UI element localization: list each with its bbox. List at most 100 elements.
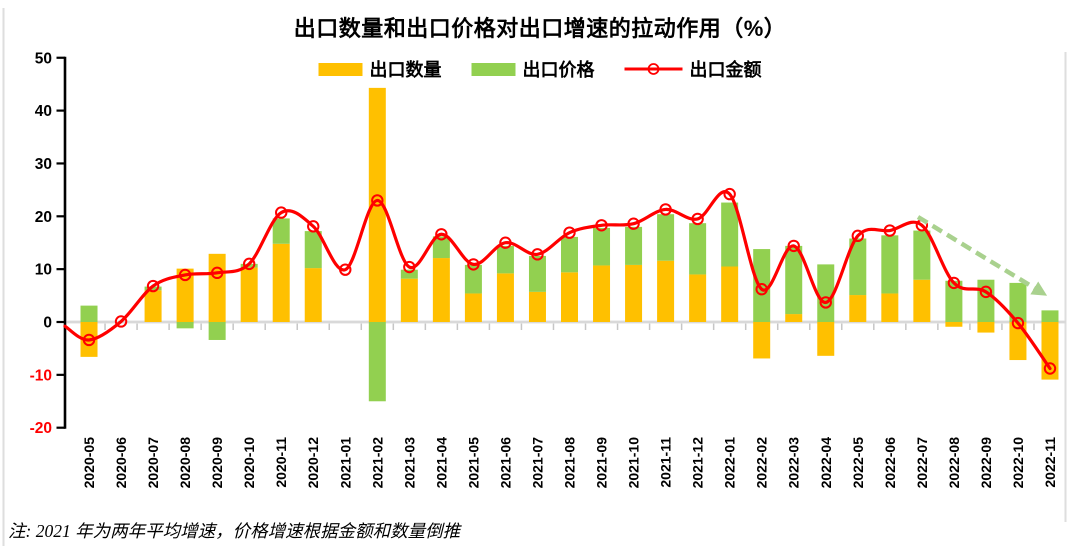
- bar-quantity-2022-06: [881, 293, 899, 322]
- legend-label-export-value: 出口金额: [689, 60, 762, 80]
- bar-price-2022-02: [753, 249, 771, 322]
- bar-price-2021-07: [528, 255, 546, 292]
- marker-2022-10: [1011, 316, 1025, 330]
- marker-2020-07: [146, 279, 160, 293]
- marker-2021-09: [595, 219, 608, 232]
- bar-price-2022-08: [945, 280, 963, 322]
- marker-2021-04: [435, 228, 448, 241]
- x-label-2020-07: 2020-07: [145, 437, 161, 489]
- bar-price-2021-10: [625, 226, 643, 265]
- x-label-2020-08: 2020-08: [177, 437, 193, 489]
- bar-price-2020-09: [208, 322, 226, 340]
- bar-quantity-2022-10: [1009, 322, 1027, 361]
- x-label-2021-01: 2021-01: [337, 437, 353, 489]
- bar-quantity-2022-11: [1041, 322, 1059, 380]
- x-label-2022-06: 2022-06: [882, 437, 898, 489]
- export-value-line: [63, 190, 1052, 371]
- bar-quantity-2022-04: [817, 322, 835, 356]
- marker-2021-06: [499, 236, 512, 249]
- x-label-2021-05: 2021-05: [465, 437, 481, 489]
- trend-arrow-shaft: [916, 215, 1038, 291]
- bars-export-quantity: [80, 87, 1059, 380]
- x-label-2020-11: 2020-11: [273, 437, 289, 488]
- export-quantity-swatch-icon: [318, 62, 363, 76]
- bar-price-2020-05: [80, 305, 98, 322]
- x-label-2022-10: 2022-10: [1010, 437, 1026, 489]
- marker-2020-05: [82, 333, 96, 347]
- x-label-2022-08: 2022-08: [946, 437, 962, 489]
- bar-quantity-2020-09: [208, 253, 226, 322]
- x-label-2021-11: 2021-11: [658, 437, 674, 488]
- legend-item-export-price: 出口价格: [471, 56, 595, 82]
- bar-quantity-2020-12: [304, 268, 322, 322]
- bar-quantity-2020-11: [272, 243, 290, 322]
- chart-title: 出口数量和出口价格对出口增速的拉动作用（%）: [293, 16, 787, 41]
- bar-price-2022-11: [1041, 310, 1059, 322]
- bar-quantity-2022-01: [721, 266, 739, 322]
- bar-quantity-2021-06: [496, 273, 514, 322]
- bar-quantity-2021-12: [689, 274, 707, 322]
- bar-quantity-2021-07: [528, 291, 546, 322]
- bar-price-2021-09: [593, 227, 611, 266]
- bar-quantity-2022-07: [913, 279, 931, 322]
- y-axis-label: 40: [35, 103, 52, 120]
- legend-item-export-quantity: 出口数量: [318, 56, 442, 82]
- x-label-2021-08: 2021-08: [562, 437, 578, 489]
- x-label-2020-06: 2020-06: [113, 437, 129, 489]
- marker-2022-09: [979, 285, 993, 299]
- bar-price-2022-01: [721, 202, 739, 267]
- x-label-2021-09: 2021-09: [594, 437, 610, 489]
- bar-quantity-2021-04: [432, 258, 450, 322]
- y-axis-label: 30: [35, 156, 52, 173]
- x-label-2021-02: 2021-02: [369, 437, 385, 489]
- bar-quantity-2021-09: [593, 265, 611, 322]
- bar-price-2022-04: [817, 264, 835, 322]
- legend-label-export-price: 出口价格: [522, 60, 595, 80]
- legend: 出口数量 出口价格 出口金额: [318, 56, 762, 82]
- x-label-2022-03: 2022-03: [786, 437, 802, 489]
- marker-2022-08: [947, 276, 961, 290]
- bar-price-2020-11: [272, 218, 290, 244]
- bar-price-2021-08: [561, 236, 578, 273]
- x-label-2020-10: 2020-10: [241, 437, 257, 489]
- y-axis-label: 0: [43, 315, 52, 332]
- marker-2021-10: [627, 217, 640, 230]
- x-label-2021-03: 2021-03: [401, 437, 417, 489]
- bar-quantity-2022-02: [753, 322, 771, 359]
- bar-quantity-2022-03: [785, 314, 803, 322]
- bar-price-2022-05: [849, 238, 867, 296]
- x-label-2021-10: 2021-10: [626, 437, 642, 489]
- trend-arrow: [916, 215, 1048, 296]
- x-label-2021-07: 2021-07: [529, 437, 545, 489]
- marker-2020-12: [307, 220, 320, 233]
- marker-2021-05: [467, 258, 480, 271]
- bar-quantity-2022-05: [849, 295, 867, 322]
- x-label-2021-12: 2021-12: [690, 437, 706, 489]
- x-label-2022-02: 2022-02: [754, 437, 770, 489]
- marker-2021-03: [403, 260, 416, 274]
- bar-quantity-2022-08: [945, 322, 963, 327]
- bar-price-2021-05: [464, 264, 482, 294]
- bar-price-2020-08: [176, 322, 194, 329]
- bar-price-2022-06: [881, 235, 899, 294]
- x-label-2022-01: 2022-01: [722, 437, 738, 489]
- bar-price-2021-11: [657, 214, 675, 261]
- bar-price-2020-12: [304, 231, 322, 269]
- marker-2022-02: [755, 283, 768, 296]
- bar-quantity-2021-05: [464, 293, 482, 322]
- marker-2022-11: [1043, 362, 1057, 375]
- marker-2020-09: [210, 266, 224, 280]
- bar-price-2022-10: [1009, 282, 1027, 322]
- marker-2021-08: [563, 226, 576, 239]
- y-axis-label: 20: [35, 209, 52, 226]
- marker-2021-01: [339, 263, 352, 276]
- y-axis-label: -20: [30, 420, 52, 437]
- bar-price-2021-03: [400, 269, 418, 279]
- trend-arrowhead-icon: [1030, 281, 1048, 296]
- marker-2021-12: [691, 212, 704, 226]
- bar-price-2020-07: [144, 286, 162, 291]
- export-value-line-sample-icon: [624, 63, 683, 75]
- x-label-2022-07: 2022-07: [914, 437, 930, 489]
